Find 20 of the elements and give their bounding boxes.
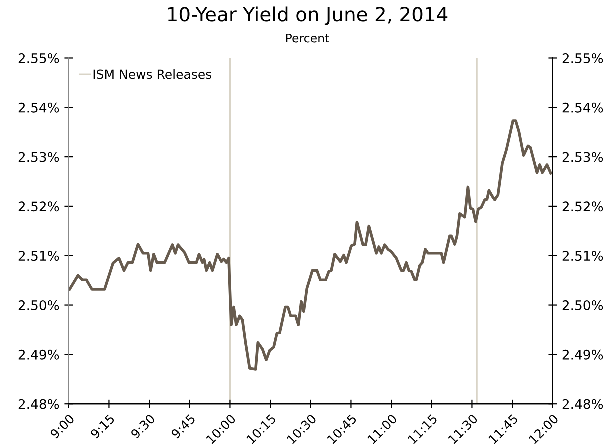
y2-tick-label: 2.54%: [562, 102, 604, 113]
y-tick-label: 2.50%: [18, 300, 60, 310]
y-tick-label: 2.55%: [18, 53, 60, 64]
y2-tick-label: 2.51%: [562, 251, 604, 262]
y-tick-label: 2.53%: [18, 152, 60, 162]
y-tick-label: 2.52%: [18, 202, 60, 212]
y-tick-label: 2.48%: [18, 399, 60, 410]
y-tick-label: 2.54%: [18, 102, 60, 113]
y-tick-label: 2.51%: [18, 251, 60, 262]
y2-tick-label: 2.52%: [562, 202, 604, 212]
y2-tick-label: 2.49%: [562, 350, 604, 360]
chart-subtitle: Percent: [286, 34, 330, 43]
chart-title: 10-Year Yield on June 2, 2014: [168, 6, 448, 26]
y2-tick-label: 2.48%: [562, 399, 604, 410]
ref-line-label: ISM News Releases: [94, 69, 212, 80]
y2-tick-label: 2.55%: [562, 53, 604, 64]
y2-tick-label: 2.53%: [562, 152, 604, 162]
y2-tick-label: 2.50%: [562, 300, 604, 310]
y-tick-label: 2.49%: [18, 350, 60, 360]
line-series: [68, 120, 552, 371]
